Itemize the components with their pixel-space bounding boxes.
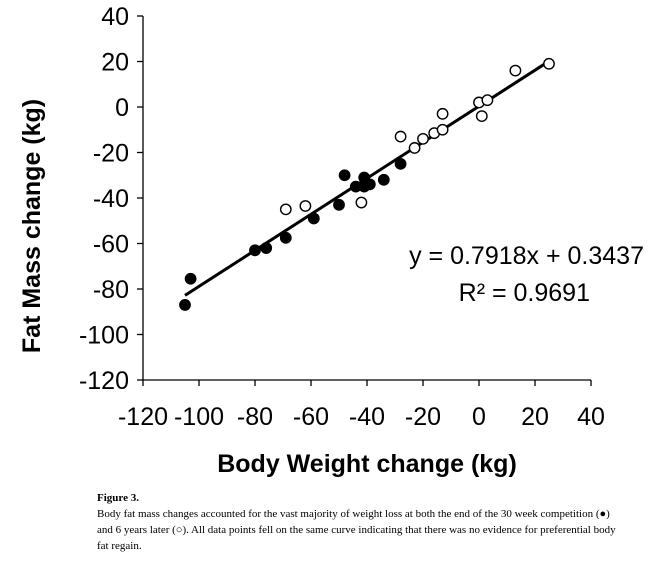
figure-caption: Figure 3. Body fat mass changes accounte…	[97, 490, 617, 554]
trendline-equation: y = 0.7918x + 0.3437	[409, 242, 644, 270]
x-tick-label: -100	[174, 403, 224, 431]
data-point-open	[279, 203, 292, 216]
data-point-open	[481, 94, 494, 107]
data-point-filled	[279, 231, 292, 244]
x-axis-title: Body Weight change (kg)	[217, 450, 517, 478]
y-axis-title: Fat Mass change (kg)	[18, 99, 46, 353]
y-tick-label: -60	[93, 231, 129, 259]
caption-label: Figure 3.	[97, 492, 139, 504]
x-tick-label: 40	[577, 403, 605, 431]
data-point-filled	[363, 178, 376, 191]
x-tick-label: -20	[405, 403, 441, 431]
caption-text: Body fat mass changes accounted for the …	[97, 508, 616, 552]
axes	[137, 15, 592, 386]
data-point-open	[475, 110, 488, 123]
data-point-open	[394, 130, 407, 143]
y-tick-label: 0	[115, 94, 129, 122]
data-point-filled	[377, 173, 390, 186]
data-points	[179, 57, 555, 311]
x-tick-label: -80	[237, 403, 273, 431]
data-point-filled	[179, 299, 191, 311]
y-tick-label: -100	[79, 322, 129, 350]
data-point-open	[355, 196, 368, 209]
y-tick-label: -120	[79, 367, 129, 395]
data-point-open	[436, 107, 449, 120]
y-tick-label: 20	[101, 49, 129, 77]
data-point-filled	[333, 198, 345, 211]
x-tick-label: 20	[521, 403, 549, 431]
data-point-open	[417, 132, 429, 145]
x-tick-label: -60	[293, 403, 329, 431]
data-point-filled	[260, 242, 273, 254]
data-point-open	[509, 64, 522, 77]
x-tick-label: -40	[349, 403, 385, 431]
data-point-filled	[394, 157, 407, 170]
data-point-filled	[338, 169, 351, 182]
y-tick-label: -40	[93, 185, 129, 213]
data-point-open	[543, 57, 555, 70]
data-point-filled	[184, 272, 197, 285]
y-tick-label: -20	[93, 140, 129, 168]
x-tick-label: 0	[472, 403, 486, 431]
data-point-filled	[307, 212, 320, 225]
data-point-open	[299, 200, 312, 212]
data-point-open	[436, 123, 449, 136]
data-point-open	[408, 142, 421, 154]
data-point-filled	[249, 244, 261, 257]
y-tick-label: -80	[93, 276, 129, 304]
r-squared-value: R² = 0.9691	[459, 279, 590, 307]
y-tick-label: 40	[101, 3, 129, 31]
x-tick-label: -120	[118, 403, 168, 431]
